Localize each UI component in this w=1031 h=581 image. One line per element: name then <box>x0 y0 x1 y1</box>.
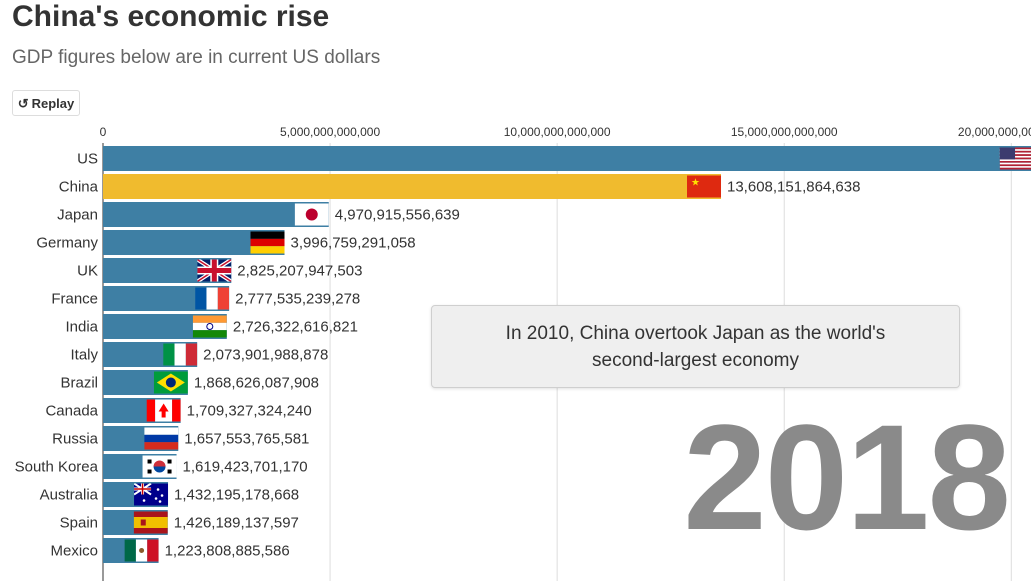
category-label: UK <box>77 263 98 280</box>
category-label: China <box>59 179 99 196</box>
australia-flag-icon <box>134 483 169 506</box>
annotation-box: In 2010, China overtook Japan as the wor… <box>431 305 960 388</box>
value-label: 2,726,322,616,821 <box>233 319 358 336</box>
bar-us <box>103 146 1031 171</box>
category-label: Germany <box>36 235 98 252</box>
value-label: 1,223,808,885,586 <box>165 543 290 560</box>
value-label: 1,868,626,087,908 <box>194 375 319 392</box>
value-label: 4,970,915,556,639 <box>335 207 460 224</box>
category-label: Japan <box>57 207 98 224</box>
spain-flag-icon <box>133 511 168 534</box>
category-label: Canada <box>45 403 98 420</box>
year-label: 2018 <box>683 393 1011 561</box>
france-flag-icon <box>195 287 230 310</box>
category-label: South Korea <box>15 459 99 476</box>
category-label: France <box>51 291 98 308</box>
italy-flag-icon <box>163 343 198 366</box>
japan-flag-icon <box>294 203 329 226</box>
labels: 0 5,000,000,000,000 10,000,000,000,000 15,0… <box>15 125 1031 560</box>
value-label: 1,426,189,137,597 <box>174 515 299 532</box>
bars: ★ <box>103 146 1031 563</box>
chart-title: China's economic rise <box>12 0 330 33</box>
category-label: Italy <box>70 347 98 364</box>
category-label: Spain <box>60 515 98 532</box>
x-tick-label: 5,000,000,000,000 <box>280 125 380 139</box>
category-label: Mexico <box>50 543 98 560</box>
value-label: 1,432,195,178,668 <box>174 487 299 504</box>
canada-flag-icon <box>146 399 181 422</box>
value-label: 1,709,327,324,240 <box>187 403 312 420</box>
uk-flag-icon <box>197 259 232 282</box>
category-label: Russia <box>52 431 99 448</box>
russia-flag-icon <box>144 427 179 450</box>
chart-subtitle: GDP figures below are in current US doll… <box>12 47 381 68</box>
category-label: Brazil <box>60 375 98 392</box>
x-tick-label: 20,000,000,000,000 <box>958 125 1031 139</box>
value-label: 2,073,901,988,878 <box>203 347 328 364</box>
replay-button[interactable]: ↺ Replay <box>12 90 80 116</box>
india-flag-icon <box>192 315 227 338</box>
category-label: India <box>65 319 98 336</box>
x-tick-label: 10,000,000,000,000 <box>504 125 611 139</box>
x-tick-label: 0 <box>100 125 107 139</box>
value-label: 3,996,759,291,058 <box>291 235 416 252</box>
svg-text:★: ★ <box>691 178 700 189</box>
bar-japan <box>103 202 329 227</box>
value-label: 2,777,535,239,278 <box>235 291 360 308</box>
category-label: Australia <box>40 487 99 504</box>
category-label: US <box>77 151 98 168</box>
value-label: 13,608,151,864,638 <box>727 179 860 196</box>
mexico-flag-icon <box>124 539 159 562</box>
south-korea-flag-icon <box>142 455 177 478</box>
germany-flag-icon <box>250 231 285 254</box>
replay-button-label: Replay <box>31 95 75 111</box>
replay-icon: ↺ <box>17 95 29 111</box>
value-label: 1,619,423,701,170 <box>183 459 308 476</box>
bar-china <box>103 174 722 199</box>
brazil-flag-icon <box>153 371 188 394</box>
x-tick-label: 15,000,000,000,000 <box>731 125 838 139</box>
us-flag-icon <box>999 147 1031 170</box>
value-label: 2,825,207,947,503 <box>237 263 362 280</box>
china-flag-icon: ★ <box>687 175 722 198</box>
value-label: 1,657,553,765,581 <box>184 431 309 448</box>
